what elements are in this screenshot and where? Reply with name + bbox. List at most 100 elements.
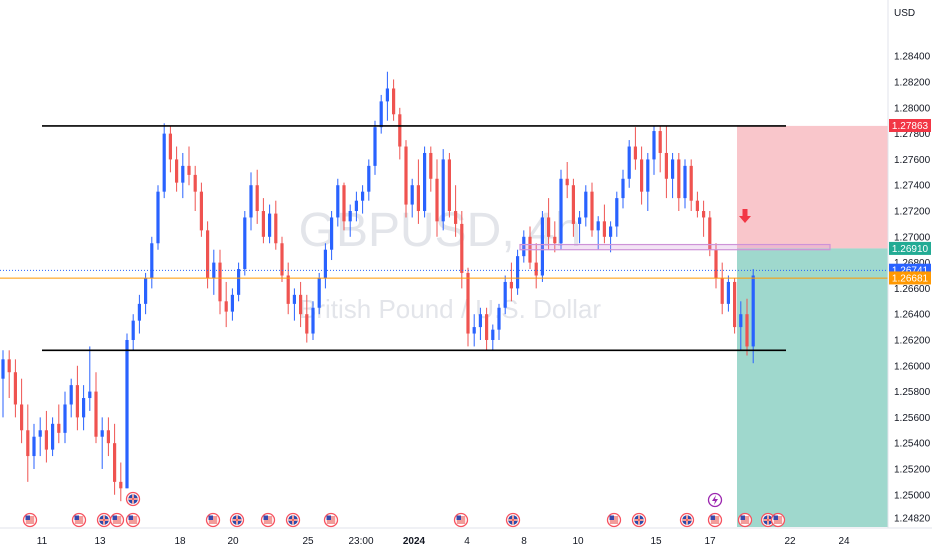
candle bbox=[522, 230, 526, 263]
watermark-symbol: GBPUSD, 4h bbox=[299, 204, 582, 257]
candle bbox=[119, 462, 123, 502]
take-profit-zone[interactable] bbox=[737, 248, 888, 527]
candle-body bbox=[640, 159, 644, 192]
candle bbox=[547, 198, 551, 250]
candle-body bbox=[187, 165, 191, 175]
arrow-down-icon[interactable] bbox=[739, 209, 751, 223]
candle-body bbox=[13, 372, 17, 405]
price-tick-label: 1.27200 bbox=[894, 207, 931, 218]
candle bbox=[292, 288, 296, 321]
us-flag-icon[interactable] bbox=[737, 512, 753, 528]
stop-loss-zone[interactable] bbox=[737, 125, 888, 249]
candle bbox=[125, 333, 129, 489]
candle bbox=[509, 262, 513, 302]
candle bbox=[63, 391, 67, 444]
entry-price-badge: 1.26910 bbox=[889, 241, 931, 255]
candle bbox=[348, 204, 352, 237]
take-profit-price-badge: 1.27863 bbox=[889, 119, 931, 133]
lightning-bolt bbox=[712, 495, 718, 505]
supply-zone-rectangle[interactable] bbox=[519, 243, 831, 251]
time-label: 15 bbox=[650, 536, 662, 547]
candle-body bbox=[441, 159, 445, 222]
time-label: 23:00 bbox=[348, 536, 373, 547]
flag-canton bbox=[263, 515, 268, 520]
uk-flag-icon[interactable] bbox=[125, 491, 141, 507]
price-tick-label: 1.27400 bbox=[894, 181, 931, 192]
us-flag-icon[interactable] bbox=[71, 512, 87, 528]
candle-body bbox=[621, 178, 625, 199]
candle-body bbox=[255, 185, 259, 212]
price-tick-label: 1.26400 bbox=[894, 310, 931, 321]
candle-body bbox=[466, 272, 470, 334]
candle bbox=[553, 221, 557, 253]
us-flag-icon[interactable] bbox=[125, 512, 141, 528]
candle bbox=[633, 127, 637, 170]
uk-flag-icon[interactable] bbox=[285, 512, 301, 528]
candle bbox=[726, 275, 730, 312]
candle bbox=[640, 146, 644, 205]
candle-body bbox=[745, 314, 749, 347]
take-profit-price-badge-background bbox=[889, 119, 931, 133]
price-tick-label: 1.25400 bbox=[894, 439, 931, 450]
watermark-name: British Pound / U.S. Dollar bbox=[299, 294, 601, 324]
price-tick-label: 1.25200 bbox=[894, 464, 931, 475]
flag-canton bbox=[773, 515, 778, 520]
candle-body bbox=[57, 423, 61, 433]
candle-body bbox=[460, 223, 464, 273]
candle-body bbox=[137, 303, 141, 321]
us-flag-icon[interactable] bbox=[22, 512, 38, 528]
us-flag-icon[interactable] bbox=[770, 512, 786, 528]
uk-flag-icon[interactable] bbox=[96, 512, 112, 528]
candle bbox=[708, 211, 712, 257]
candle-body bbox=[485, 314, 489, 340]
candle-body bbox=[144, 278, 148, 304]
price-axis[interactable]: USD 1.284001.282001.280001.278001.276001… bbox=[887, 0, 932, 550]
candle-body bbox=[435, 178, 439, 222]
candle-body bbox=[379, 101, 383, 128]
us-flag-icon[interactable] bbox=[205, 512, 221, 528]
price-tick-label: 1.25000 bbox=[894, 490, 931, 501]
candle-body bbox=[181, 165, 185, 183]
candle bbox=[503, 275, 507, 315]
candle-body bbox=[478, 314, 482, 328]
candle bbox=[745, 298, 749, 356]
us-flag-icon[interactable] bbox=[109, 512, 125, 528]
economic-events[interactable] bbox=[22, 491, 786, 528]
price-tick-label: 1.25800 bbox=[894, 387, 931, 398]
uk-flag-icon[interactable] bbox=[760, 512, 776, 528]
uk-flag-icon[interactable] bbox=[631, 512, 647, 528]
price-tick-label: 1.26600 bbox=[894, 284, 931, 295]
candle bbox=[20, 378, 24, 444]
price-tick-label: 1.28400 bbox=[894, 52, 931, 63]
us-flag-icon[interactable] bbox=[260, 512, 276, 528]
candle-body bbox=[311, 307, 315, 334]
candle-body bbox=[224, 301, 228, 312]
candle bbox=[51, 417, 55, 457]
lightning-icon[interactable] bbox=[707, 492, 723, 508]
candle bbox=[571, 178, 575, 237]
candle bbox=[206, 221, 210, 289]
uk-flag-icon[interactable] bbox=[229, 512, 245, 528]
candle-body bbox=[553, 236, 557, 244]
time-axis[interactable]: 11 13 18 20 25 23:00 2024 4 8 10 15 17 22 24 bbox=[0, 527, 932, 547]
uk-flag-icon[interactable] bbox=[679, 512, 695, 528]
candle-body bbox=[596, 221, 600, 231]
candle bbox=[156, 185, 160, 250]
candle bbox=[13, 359, 17, 418]
candle-body bbox=[708, 217, 712, 250]
candle-body bbox=[20, 404, 24, 431]
time-label: 8 bbox=[521, 536, 527, 547]
candle-body bbox=[522, 236, 526, 257]
us-flag-icon[interactable] bbox=[323, 512, 339, 528]
candle bbox=[664, 125, 668, 199]
uk-flag-icon[interactable] bbox=[505, 512, 521, 528]
us-flag-icon[interactable] bbox=[707, 512, 723, 528]
candle bbox=[26, 404, 30, 482]
candle-body bbox=[131, 320, 135, 340]
us-flag-icon[interactable] bbox=[453, 512, 469, 528]
candle bbox=[212, 249, 216, 295]
us-flag-icon[interactable] bbox=[606, 512, 622, 528]
candle bbox=[193, 165, 197, 212]
